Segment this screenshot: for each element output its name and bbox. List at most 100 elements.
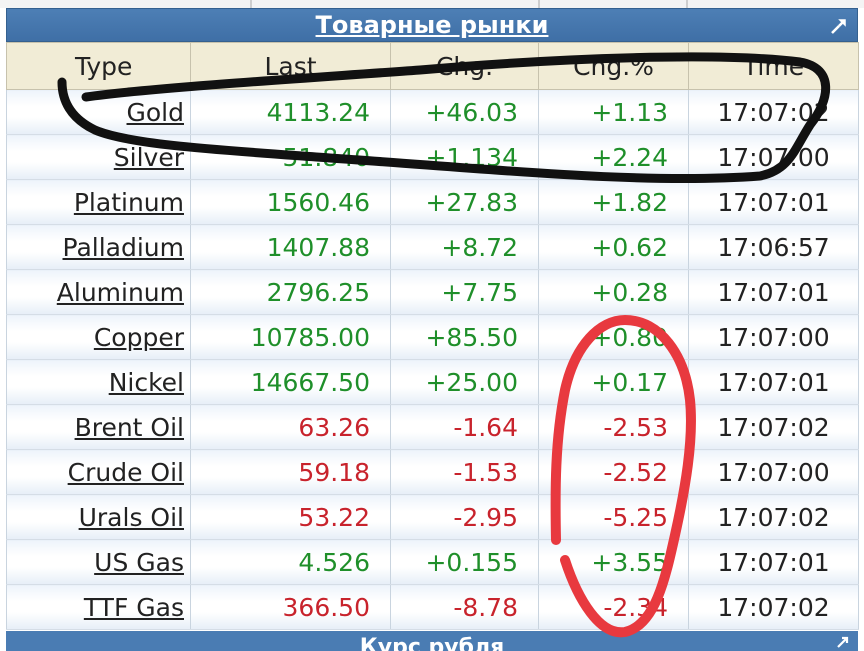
table-row: Aluminum 2796.25 +7.75 +0.28 17:07:01 (6, 269, 859, 315)
time-cell: 17:07:02 (688, 404, 859, 450)
change-cell: +7.75 (390, 269, 539, 315)
column-header-label: Chg.% (573, 51, 654, 81)
change-cell: +27.83 (390, 179, 539, 225)
expand-arrow-icon[interactable] (829, 16, 849, 36)
table-body: Gold 4113.24 +46.03 +1.13 17:07:02 Silver 51.8… (6, 89, 859, 630)
change-cell: +0.155 (390, 539, 539, 585)
column-header-type[interactable]: Type (6, 42, 191, 90)
column-header-label: Chg. (435, 51, 494, 81)
last-price-cell: 4.526 (190, 539, 391, 585)
commodity-type-cell: Nickel (6, 359, 191, 405)
commodity-link[interactable]: Aluminum (56, 277, 184, 307)
column-separator (686, 0, 688, 8)
time-cell: 17:07:01 (688, 269, 859, 315)
commodity-type-cell: US Gas (6, 539, 191, 585)
time-cell: 17:07:02 (688, 89, 859, 135)
commodity-link[interactable]: TTF Gas (83, 592, 184, 622)
change-cell: -1.64 (390, 404, 539, 450)
commodity-type-cell: Platinum (6, 179, 191, 225)
time-cell: 17:07:02 (688, 494, 859, 540)
commodity-type-cell: Gold (6, 89, 191, 135)
last-price-cell: 4113.24 (190, 89, 391, 135)
commodity-type-cell: Urals Oil (6, 494, 191, 540)
change-percent-cell: +1.82 (538, 179, 689, 225)
time-cell: 17:07:01 (688, 179, 859, 225)
panel-title-link[interactable]: Товарные рынки (315, 11, 549, 39)
change-percent-cell: +0.17 (538, 359, 689, 405)
column-separator (538, 0, 540, 8)
table-row: Urals Oil 53.22 -2.95 -5.25 17:07:02 (6, 494, 859, 540)
time-cell: 17:07:01 (688, 359, 859, 405)
last-price-cell: 63.26 (190, 404, 391, 450)
change-percent-cell: +0.28 (538, 269, 689, 315)
column-separator (250, 0, 252, 8)
table-row: Palladium 1407.88 +8.72 +0.62 17:06:57 (6, 224, 859, 270)
column-header-chg[interactable]: Chg. (390, 42, 539, 90)
change-cell: +85.50 (390, 314, 539, 360)
table-row: Brent Oil 63.26 -1.64 -2.53 17:07:02 (6, 404, 859, 450)
change-percent-cell: -5.25 (538, 494, 689, 540)
time-cell: 17:06:57 (688, 224, 859, 270)
time-cell: 17:07:00 (688, 134, 859, 180)
last-price-cell: 14667.50 (190, 359, 391, 405)
commodity-type-cell: TTF Gas (6, 584, 191, 630)
commodity-link[interactable]: Platinum (73, 187, 184, 217)
last-price-cell: 1407.88 (190, 224, 391, 270)
time-cell: 17:07:00 (688, 314, 859, 360)
next-panel-title-link[interactable]: Курс рубля (359, 635, 505, 651)
table-row: Platinum 1560.46 +27.83 +1.82 17:07:01 (6, 179, 859, 225)
change-cell: -2.95 (390, 494, 539, 540)
commodity-type-cell: Palladium (6, 224, 191, 270)
commodity-link[interactable]: Copper (93, 322, 184, 352)
commodity-link[interactable]: Crude Oil (67, 457, 184, 487)
last-price-cell: 59.18 (190, 449, 391, 495)
commodity-link[interactable]: US Gas (94, 547, 184, 577)
last-price-cell: 10785.00 (190, 314, 391, 360)
commodity-markets-panel: Товарные рынки Type Last Chg. Chg.% Time… (6, 8, 859, 651)
change-percent-cell: -2.53 (538, 404, 689, 450)
top-strip (0, 0, 864, 8)
commodity-link[interactable]: Palladium (62, 232, 185, 262)
commodity-link[interactable]: Silver (113, 142, 184, 172)
commodities-table: Type Last Chg. Chg.% Time Gold 4113.24 +46… (6, 42, 859, 630)
commodity-link[interactable]: Brent Oil (74, 412, 184, 442)
table-header-row: Type Last Chg. Chg.% Time (6, 42, 859, 90)
change-percent-cell: +2.24 (538, 134, 689, 180)
change-cell: +8.72 (390, 224, 539, 270)
change-percent-cell: +3.55 (538, 539, 689, 585)
time-cell: 17:07:00 (688, 449, 859, 495)
time-cell: 17:07:02 (688, 584, 859, 630)
time-cell: 17:07:01 (688, 539, 859, 585)
column-header-time[interactable]: Time (688, 42, 859, 90)
column-header-label: Last (264, 51, 317, 81)
panel-title-bar: Товарные рынки (6, 8, 858, 42)
last-price-cell: 366.50 (190, 584, 391, 630)
next-panel-title-bar: Курс рубля (6, 631, 858, 651)
commodity-type-cell: Copper (6, 314, 191, 360)
table-row: TTF Gas 366.50 -8.78 -2.34 17:07:02 (6, 584, 859, 630)
commodity-type-cell: Aluminum (6, 269, 191, 315)
change-cell: -1.53 (390, 449, 539, 495)
commodity-link[interactable]: Gold (126, 97, 184, 127)
last-price-cell: 51.840 (190, 134, 391, 180)
table-row: Silver 51.840 +1.134 +2.24 17:07:00 (6, 134, 859, 180)
column-header-chg-pct[interactable]: Chg.% (538, 42, 689, 90)
last-price-cell: 2796.25 (190, 269, 391, 315)
change-percent-cell: -2.34 (538, 584, 689, 630)
change-percent-cell: -2.52 (538, 449, 689, 495)
change-cell: +25.00 (390, 359, 539, 405)
table-row: US Gas 4.526 +0.155 +3.55 17:07:01 (6, 539, 859, 585)
change-cell: -8.78 (390, 584, 539, 630)
expand-arrow-icon[interactable] (836, 635, 850, 649)
column-header-last[interactable]: Last (190, 42, 391, 90)
commodity-link[interactable]: Urals Oil (78, 502, 184, 532)
table-row: Gold 4113.24 +46.03 +1.13 17:07:02 (6, 89, 859, 135)
commodity-link[interactable]: Nickel (108, 367, 184, 397)
commodity-type-cell: Silver (6, 134, 191, 180)
change-percent-cell: +0.62 (538, 224, 689, 270)
change-cell: +46.03 (390, 89, 539, 135)
change-percent-cell: +1.13 (538, 89, 689, 135)
table-row: Nickel 14667.50 +25.00 +0.17 17:07:01 (6, 359, 859, 405)
change-cell: +1.134 (390, 134, 539, 180)
column-header-label: Type (75, 51, 133, 81)
